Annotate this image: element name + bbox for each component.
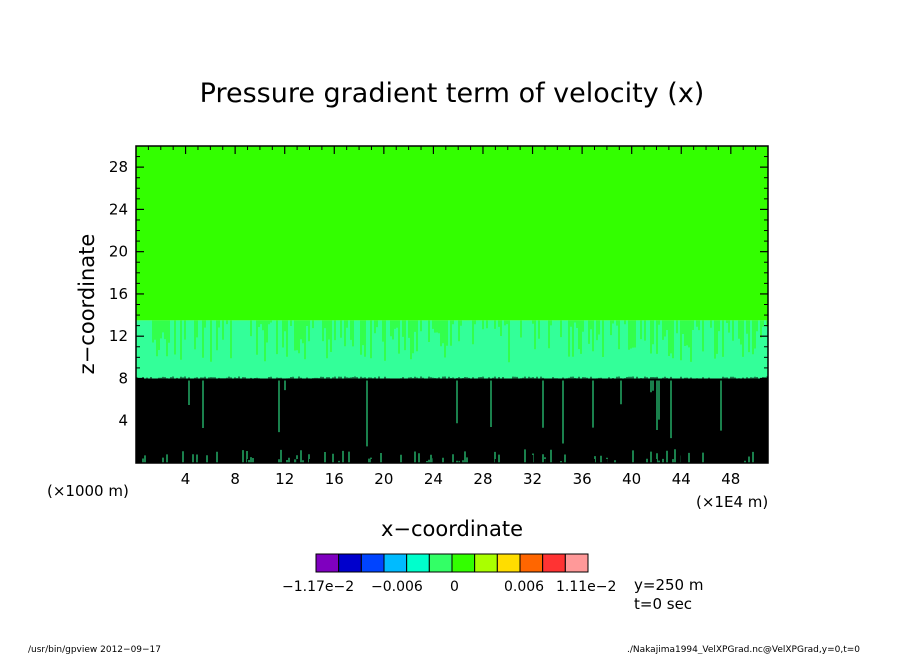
x-unit-left: (×1000 m) <box>47 482 129 500</box>
x-axis-label: x−coordinate <box>381 517 523 541</box>
y-tick-label: 8 <box>118 369 128 387</box>
plot-area <box>135 145 769 464</box>
y-tick-label: 20 <box>109 243 128 261</box>
cbar-label-0: −1.17e−2 <box>282 579 354 595</box>
x-tick-label: 20 <box>374 470 393 488</box>
x-tick-label: 28 <box>473 470 492 488</box>
colorbar-swatch <box>338 553 362 573</box>
texture-lower <box>142 380 754 463</box>
y-axis-label: z−coordinate <box>75 234 99 375</box>
field-texture <box>136 320 768 463</box>
colorbar-swatch <box>564 553 589 573</box>
x-tick-label: 40 <box>622 470 641 488</box>
cbar-label-3: 0.006 <box>504 579 544 595</box>
texture-boundary <box>136 376 768 382</box>
colorbar-swatch <box>542 553 566 573</box>
colorbar-swatch <box>474 553 498 573</box>
x-axis: 4 8 12 16 20 24 28 32 36 40 44 48 <box>147 146 757 488</box>
colorbar-swatch <box>360 553 385 573</box>
cbar-label-4: 1.11e−2 <box>556 579 616 595</box>
colorbar <box>315 553 589 573</box>
band-2 <box>136 146 768 321</box>
x-tick-label: 44 <box>672 470 691 488</box>
annotation-y: y=250 m <box>634 576 703 594</box>
x-tick-label: 16 <box>325 470 344 488</box>
x-unit-right: (×1E4 m) <box>696 493 768 511</box>
cbar-label-2: 0 <box>450 579 459 595</box>
x-tick-label: 36 <box>573 470 592 488</box>
x-tick-label: 8 <box>230 470 240 488</box>
annotation-t: t=0 sec <box>634 595 692 613</box>
footer-right: ./Nakajima1994_VelXPGrad.nc@VelXPGrad,y=… <box>627 645 860 654</box>
colorbar-swatch <box>383 553 408 573</box>
band-0 <box>136 378 768 463</box>
colorbar-swatch <box>496 553 521 573</box>
x-tick-label: 24 <box>424 470 443 488</box>
colorbar-swatch <box>406 553 430 573</box>
cbar-label-1: −0.006 <box>371 579 423 595</box>
y-tick-label: 28 <box>109 158 128 176</box>
chart-title: Pressure gradient term of velocity (x) <box>200 78 705 109</box>
footer-left: /usr/bin/gpview 2012−09−17 <box>28 645 161 654</box>
texture-upper <box>152 320 768 363</box>
colorbar-swatch <box>428 553 453 573</box>
y-tick-label: 24 <box>109 200 128 218</box>
y-tick-label: 4 <box>118 412 128 430</box>
colorbar-swatch <box>451 553 476 573</box>
y-tick-label: 12 <box>109 327 128 345</box>
colorbar-swatch <box>315 553 340 573</box>
x-tick-label: 32 <box>523 470 542 488</box>
x-tick-label: 48 <box>721 470 740 488</box>
x-tick-label: 12 <box>275 470 294 488</box>
y-tick-label: 16 <box>109 285 128 303</box>
y-axis: 4 8 12 16 20 24 28 <box>109 156 768 453</box>
x-tick-label: 4 <box>181 470 191 488</box>
colorbar-swatch <box>519 553 544 573</box>
